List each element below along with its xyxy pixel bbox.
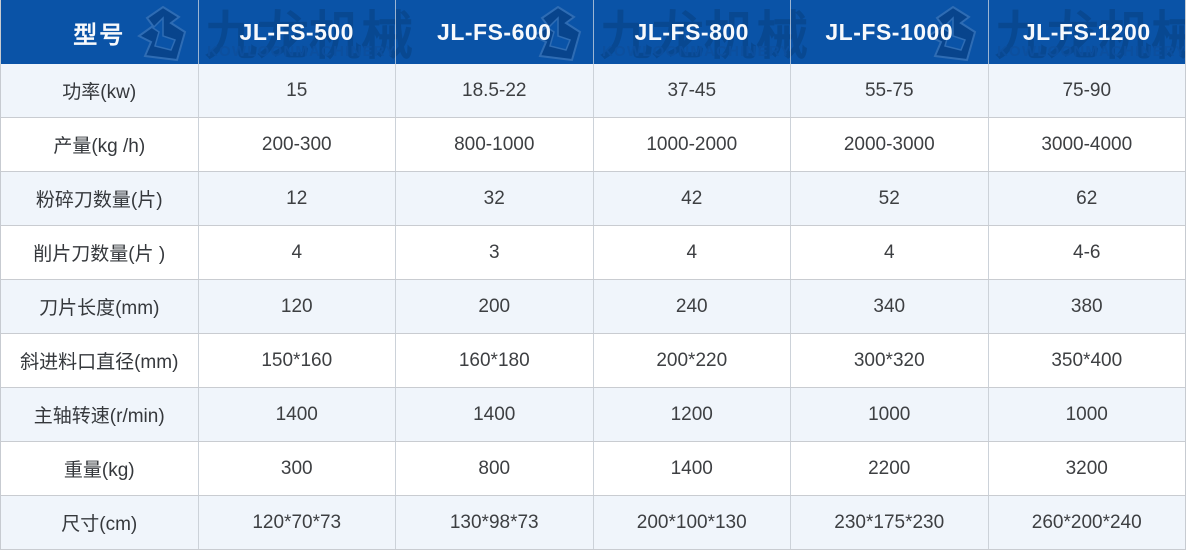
spec-cell: 1200	[594, 388, 791, 441]
spec-cell: 4	[199, 226, 396, 279]
table-row-blade-length: 刀片长度(mm) 120 200 240 340 380	[1, 280, 1185, 334]
row-label: 功率(kw)	[1, 64, 199, 117]
spec-cell: 3	[396, 226, 594, 279]
spec-cell: 4	[791, 226, 989, 279]
spec-cell: 15	[199, 64, 396, 117]
spec-cell: 55-75	[791, 64, 989, 117]
spec-cell: 62	[1076, 187, 1098, 209]
spec-cell: 260*200*240	[1031, 511, 1142, 533]
spec-cell: 800-1000	[396, 118, 594, 171]
spec-cell: 120	[199, 280, 396, 333]
spec-cell: 4-6	[1073, 241, 1101, 263]
spec-cell: 1000	[1065, 403, 1108, 425]
spec-cell: 1400	[594, 442, 791, 495]
spec-cell: 42	[594, 172, 791, 225]
spec-cell: 800	[396, 442, 594, 495]
spec-cell: 12	[199, 172, 396, 225]
spec-cell: 300	[199, 442, 396, 495]
row-label: 粉碎刀数量(片)	[1, 172, 199, 225]
spec-cell: 380	[1070, 295, 1103, 317]
spec-cell: 150*160	[199, 334, 396, 387]
spec-cell: 75-90	[1062, 79, 1112, 101]
table-row-output: 产量(kg /h) 200-300 800-1000 1000-2000 200…	[1, 118, 1185, 172]
row-label: 产量(kg /h)	[1, 118, 199, 171]
column-header-jl-fs-800: JL-FS-800	[594, 0, 791, 64]
spec-cell: 52	[791, 172, 989, 225]
spec-cell: 200	[396, 280, 594, 333]
spec-cell: 3200	[1065, 457, 1108, 479]
column-header-model: 型号	[1, 0, 199, 64]
column-header-jl-fs-1200: JL-FS-1200	[1022, 18, 1151, 45]
spec-cell: 200-300	[199, 118, 396, 171]
column-header-jl-fs-1000: JL-FS-1000	[791, 0, 989, 64]
spec-cell: 1000-2000	[594, 118, 791, 171]
spec-cell: 32	[396, 172, 594, 225]
spec-cell: 2200	[791, 442, 989, 495]
spec-cell: 240	[594, 280, 791, 333]
table-row-dimensions: 尺寸(cm) 120*70*73 130*98*73 200*100*130 2…	[1, 496, 1185, 550]
spec-cell: 200*220	[594, 334, 791, 387]
spec-cell: 1000	[791, 388, 989, 441]
spec-cell: 2000-3000	[791, 118, 989, 171]
spec-cell: 130*98*73	[396, 496, 594, 549]
row-label: 重量(kg)	[1, 442, 199, 495]
spec-cell: 1400	[396, 388, 594, 441]
column-header-jl-fs-500: JL-FS-500	[199, 0, 396, 64]
spec-cell: 350*400	[1051, 349, 1123, 371]
spec-cell: 120*70*73	[199, 496, 396, 549]
spec-cell: 300*320	[791, 334, 989, 387]
spec-cell: 18.5-22	[396, 64, 594, 117]
column-header-jl-fs-600: JL-FS-600	[396, 0, 594, 64]
spec-cell: 200*100*130	[594, 496, 791, 549]
spec-cell: 4	[594, 226, 791, 279]
row-label: 主轴转速(r/min)	[1, 388, 199, 441]
spec-cell: 3000-4000	[1041, 133, 1133, 155]
spec-cell: 230*175*230	[791, 496, 989, 549]
spec-cell: 1400	[199, 388, 396, 441]
table-header-row: 九龙机械 KOWLOONMACHINERY 九龙机械 KOWLOONMACHIN…	[1, 0, 1185, 64]
spec-cell: 160*180	[396, 334, 594, 387]
table-row-inlet-diameter: 斜进料口直径(mm) 150*160 160*180 200*220 300*3…	[1, 334, 1185, 388]
row-label: 刀片长度(mm)	[1, 280, 199, 333]
table-row-power: 功率(kw) 15 18.5-22 37-45 55-75 75-90	[1, 64, 1185, 118]
spec-cell: 37-45	[594, 64, 791, 117]
table-row-weight: 重量(kg) 300 800 1400 2200 3200	[1, 442, 1185, 496]
table-row-crushing-blades: 粉碎刀数量(片) 12 32 42 52 62	[1, 172, 1185, 226]
row-label: 削片刀数量(片 )	[1, 226, 199, 279]
table-row-chipping-blades: 削片刀数量(片 ) 4 3 4 4 4-6	[1, 226, 1185, 280]
row-label: 斜进料口直径(mm)	[1, 334, 199, 387]
row-label: 尺寸(cm)	[1, 496, 199, 549]
table-row-spindle-speed: 主轴转速(r/min) 1400 1400 1200 1000 1000	[1, 388, 1185, 442]
spec-cell: 340	[791, 280, 989, 333]
